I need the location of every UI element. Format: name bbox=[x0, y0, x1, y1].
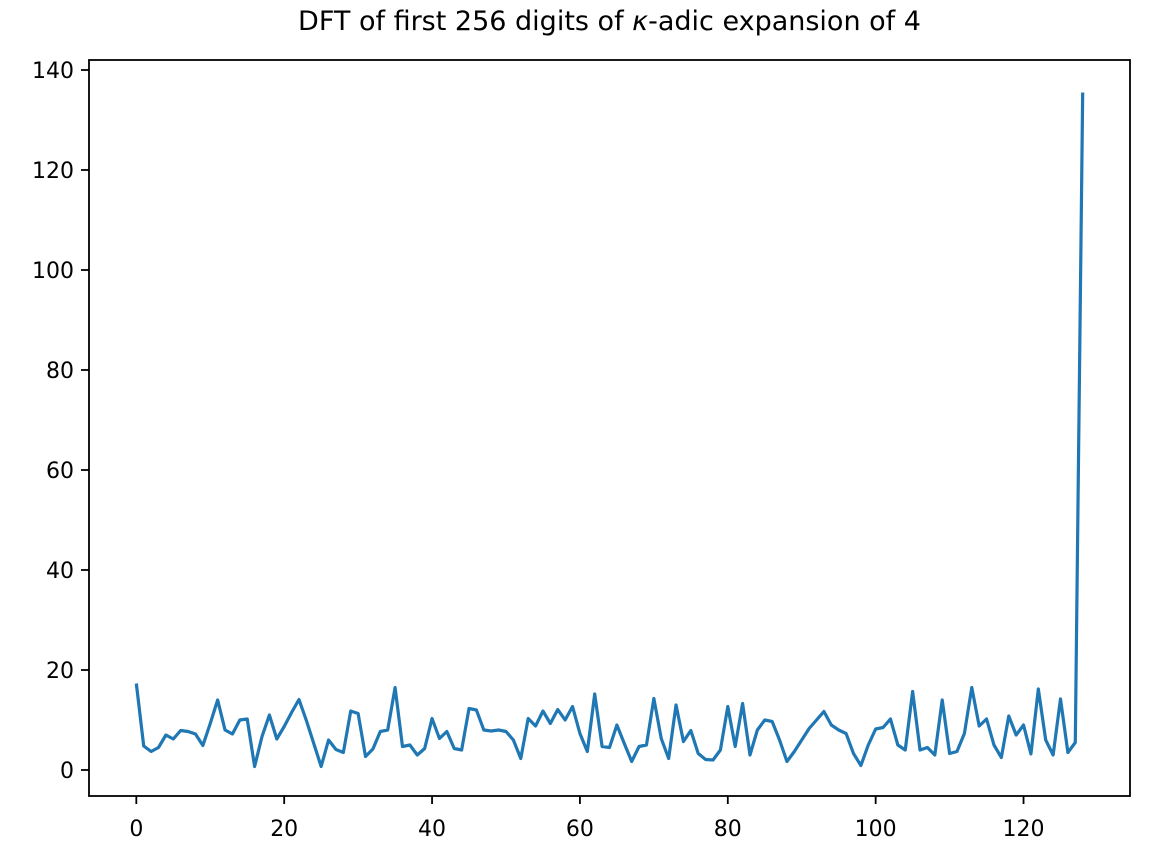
chart-title-text: DFT of first 256 digits of bbox=[298, 6, 633, 37]
y-tick-label: 0 bbox=[60, 759, 74, 784]
x-tick-label: 40 bbox=[418, 817, 446, 842]
y-tick-label: 100 bbox=[32, 259, 74, 284]
y-tick-label: 60 bbox=[46, 459, 74, 484]
chart-title-suffix: -adic expansion of 4 bbox=[648, 6, 921, 37]
y-tick-label: 40 bbox=[46, 559, 74, 584]
x-tick-label: 120 bbox=[1003, 817, 1045, 842]
y-tick-label: 120 bbox=[32, 159, 74, 184]
data-line bbox=[134, 92, 1085, 769]
x-tick-label: 0 bbox=[129, 817, 143, 842]
y-tick-label: 20 bbox=[46, 659, 74, 684]
x-tick-label: 100 bbox=[855, 817, 897, 842]
x-tick-label: 60 bbox=[566, 817, 594, 842]
y-tick-label: 140 bbox=[32, 59, 74, 84]
x-tick-label: 80 bbox=[714, 817, 742, 842]
y-tick-label: 80 bbox=[46, 359, 74, 384]
chart-title-kappa: κ bbox=[632, 6, 649, 37]
plot-border bbox=[88, 59, 1131, 797]
x-tick-label: 20 bbox=[270, 817, 298, 842]
chart-title: DFT of first 256 digits of κ-adic expans… bbox=[89, 6, 1130, 37]
